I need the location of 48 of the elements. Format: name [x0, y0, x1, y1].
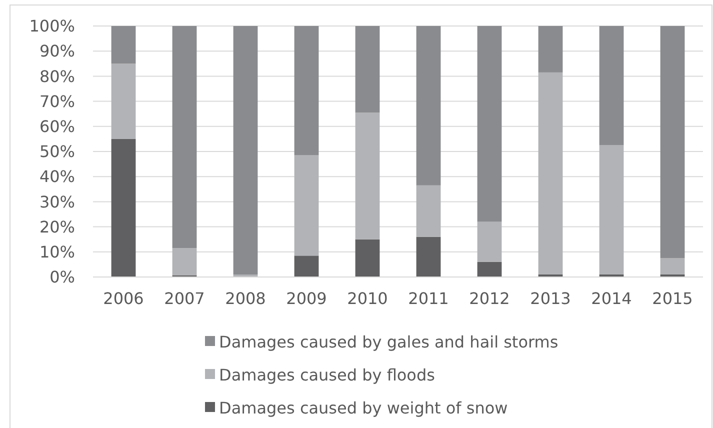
- y-tick-label: 40%: [39, 167, 75, 186]
- y-tick-label: 10%: [39, 242, 75, 262]
- y-tick-label: 70%: [39, 92, 75, 111]
- bar: [294, 256, 319, 277]
- bar: [416, 26, 441, 186]
- legend-label: Damages caused by floods: [219, 366, 435, 385]
- x-tick-label: 2010: [347, 289, 388, 308]
- y-tick-label: 100%: [29, 16, 75, 36]
- bar: [233, 26, 258, 274]
- y-tick-label: 60%: [39, 117, 75, 136]
- bar: [355, 112, 380, 240]
- x-tick-label: 2008: [225, 289, 266, 308]
- bar: [538, 26, 563, 72]
- bar: [355, 239, 380, 277]
- legend-label: Damages caused by gales and hail storms: [219, 332, 558, 352]
- x-tick-label: 2012: [469, 289, 510, 308]
- y-tick-label: 30%: [39, 192, 75, 212]
- bar: [294, 26, 319, 156]
- x-tick-label: 2009: [286, 289, 327, 308]
- bar: [294, 155, 319, 256]
- bar: [416, 185, 441, 237]
- legend-label: Damages caused by weight of snow: [219, 398, 508, 418]
- x-tick-label: 2007: [164, 289, 205, 308]
- bar: [111, 64, 136, 139]
- x-tick-label: 2006: [103, 289, 144, 308]
- x-tick-label: 2013: [530, 289, 571, 308]
- bar: [660, 26, 685, 258]
- bar: [111, 138, 136, 277]
- y-tick-label: 90%: [39, 42, 75, 61]
- bar: [111, 26, 136, 64]
- bar: [416, 236, 441, 277]
- y-tick-label: 50%: [39, 142, 75, 162]
- bar: [599, 26, 624, 146]
- bar: [599, 145, 624, 274]
- bar: [172, 26, 197, 248]
- x-tick-label: 2015: [652, 289, 693, 308]
- y-tick-label: 0%: [50, 268, 75, 287]
- bar: [355, 26, 380, 113]
- bar: [538, 72, 563, 274]
- x-tick-label: 2014: [591, 289, 632, 308]
- bar: [477, 222, 502, 262]
- bar: [172, 248, 197, 276]
- bar: [477, 26, 502, 222]
- x-tick-label: 2011: [408, 289, 449, 308]
- y-tick-label: 20%: [39, 217, 75, 236]
- bar: [660, 258, 685, 274]
- bar: [477, 262, 502, 277]
- y-tick-label: 80%: [39, 66, 75, 86]
